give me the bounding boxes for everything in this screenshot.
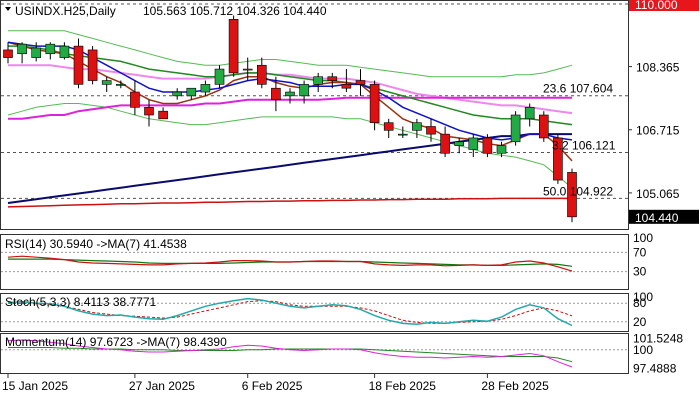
ma-red-line <box>7 197 572 208</box>
stoch-axis-label: 100 <box>633 290 653 304</box>
candle-body <box>412 122 422 131</box>
momentum-panel-frame <box>0 333 629 374</box>
ma-pink-line <box>8 64 573 115</box>
ma-green-line <box>8 45 573 126</box>
candle-body <box>496 145 507 154</box>
candle-body <box>313 76 324 85</box>
candle-body <box>341 84 352 89</box>
stoch-k-line <box>7 297 573 327</box>
date-tick-label: 15 Jan 2025 <box>2 379 68 393</box>
momentum-line <box>7 339 573 368</box>
candle-body <box>3 49 13 58</box>
date-tick-label: 6 Feb 2025 <box>242 379 303 393</box>
candle-body <box>538 114 549 139</box>
candle-body <box>73 45 84 85</box>
price-panel-frame <box>0 0 629 230</box>
bollinger-upper-line <box>8 30 573 78</box>
rsi-axis-label: 100 <box>633 231 653 245</box>
price-tick-label: 105.065 <box>636 187 680 201</box>
date-tick-label: 18 Feb 2025 <box>369 379 437 393</box>
candle-body <box>242 68 253 71</box>
collapse-triangle-icon[interactable] <box>5 7 11 11</box>
momentum-axis-label: 100 <box>633 343 653 357</box>
candle-body <box>454 141 465 146</box>
candle-body <box>200 84 211 93</box>
candle-body <box>172 91 182 97</box>
candle-body <box>482 137 493 154</box>
momentum-title: Momentum(14) 97.6723 ->MA(7) 98.4390 <box>5 335 227 349</box>
current-price-label: 104.440 <box>635 211 679 225</box>
candle-body <box>87 49 98 81</box>
top-price-badge <box>629 0 699 11</box>
price-tick-label: 108.365 <box>636 61 680 75</box>
date-tick-label: 27 Jan 2025 <box>129 379 195 393</box>
date-tick-label: 28 Feb 2025 <box>481 379 549 393</box>
candle-body <box>285 91 295 97</box>
candle-body <box>271 87 281 100</box>
rsi-axis-label: 30 <box>633 265 647 279</box>
candle-body <box>59 45 70 58</box>
candle-body <box>426 126 436 135</box>
candle-body <box>158 110 168 120</box>
fibo-label-0: 23.6 107.604 <box>543 82 613 96</box>
candle-body <box>116 84 126 86</box>
candle-body <box>397 133 408 136</box>
candle-body <box>510 114 521 143</box>
candle-body <box>567 172 577 218</box>
top-price-label: 110.000 <box>635 0 678 12</box>
momentum-axis-label: 97.4888 <box>633 362 677 376</box>
candle-body <box>369 84 380 123</box>
stoch-axis-label: 20 <box>633 315 647 329</box>
stoch-title: Stoch(5,3,3) 8.4113 38.7771 <box>5 295 157 309</box>
ma-blue-line <box>7 41 573 141</box>
rsi-line <box>7 255 573 272</box>
candle-body <box>327 76 338 81</box>
candle-body <box>17 43 27 55</box>
candle-body <box>355 80 366 85</box>
rsi-title: RSI(14) 30.5940 ->MA(7) 41.4538 <box>5 237 187 251</box>
candle-body <box>299 84 309 97</box>
stoch-axis-label: 80 <box>633 296 647 310</box>
candle-body <box>440 133 450 154</box>
candle-body <box>228 19 239 74</box>
current-price-badge <box>629 209 699 224</box>
candle-body <box>468 137 479 150</box>
candle-body <box>256 64 267 85</box>
chart-symbol: USINDX.H25,Daily <box>15 4 116 18</box>
chart-ohlc: 105.563 105.712 104.326 104.440 <box>143 4 327 18</box>
candle-body <box>130 91 140 108</box>
fibo-label-2: 50.0 104.922 <box>543 184 613 198</box>
candle-body <box>524 107 535 120</box>
candle-body <box>383 122 394 131</box>
date-axis: 15 Jan 2025 27 Jan 2025 6 Feb 2025 18 Feb 2… <box>2 374 549 393</box>
candle-body <box>186 87 197 97</box>
momentum-axis-label: 101.5248 <box>633 331 683 345</box>
stoch-d-line <box>8 300 573 324</box>
price-tick-label: 106.715 <box>636 124 680 138</box>
candle-body <box>101 80 112 85</box>
price-axis: 110.000 108.365 106.715 105.065 104.440 <box>628 0 699 225</box>
candle-body <box>144 107 154 116</box>
candle-body <box>553 137 563 181</box>
moving-averages <box>7 30 573 208</box>
fibonacci-labels: 23.6 107.604 3.2 106.121 50.0 104.922 <box>543 82 616 199</box>
rsi-axis-label: 70 <box>633 245 647 259</box>
candle-body <box>45 43 56 55</box>
bollinger-lower-line <box>7 103 573 189</box>
candles <box>3 15 577 223</box>
fibo-label-1: 3.2 106.121 <box>552 138 616 152</box>
candle-body <box>31 47 42 58</box>
candle-body <box>214 68 225 85</box>
